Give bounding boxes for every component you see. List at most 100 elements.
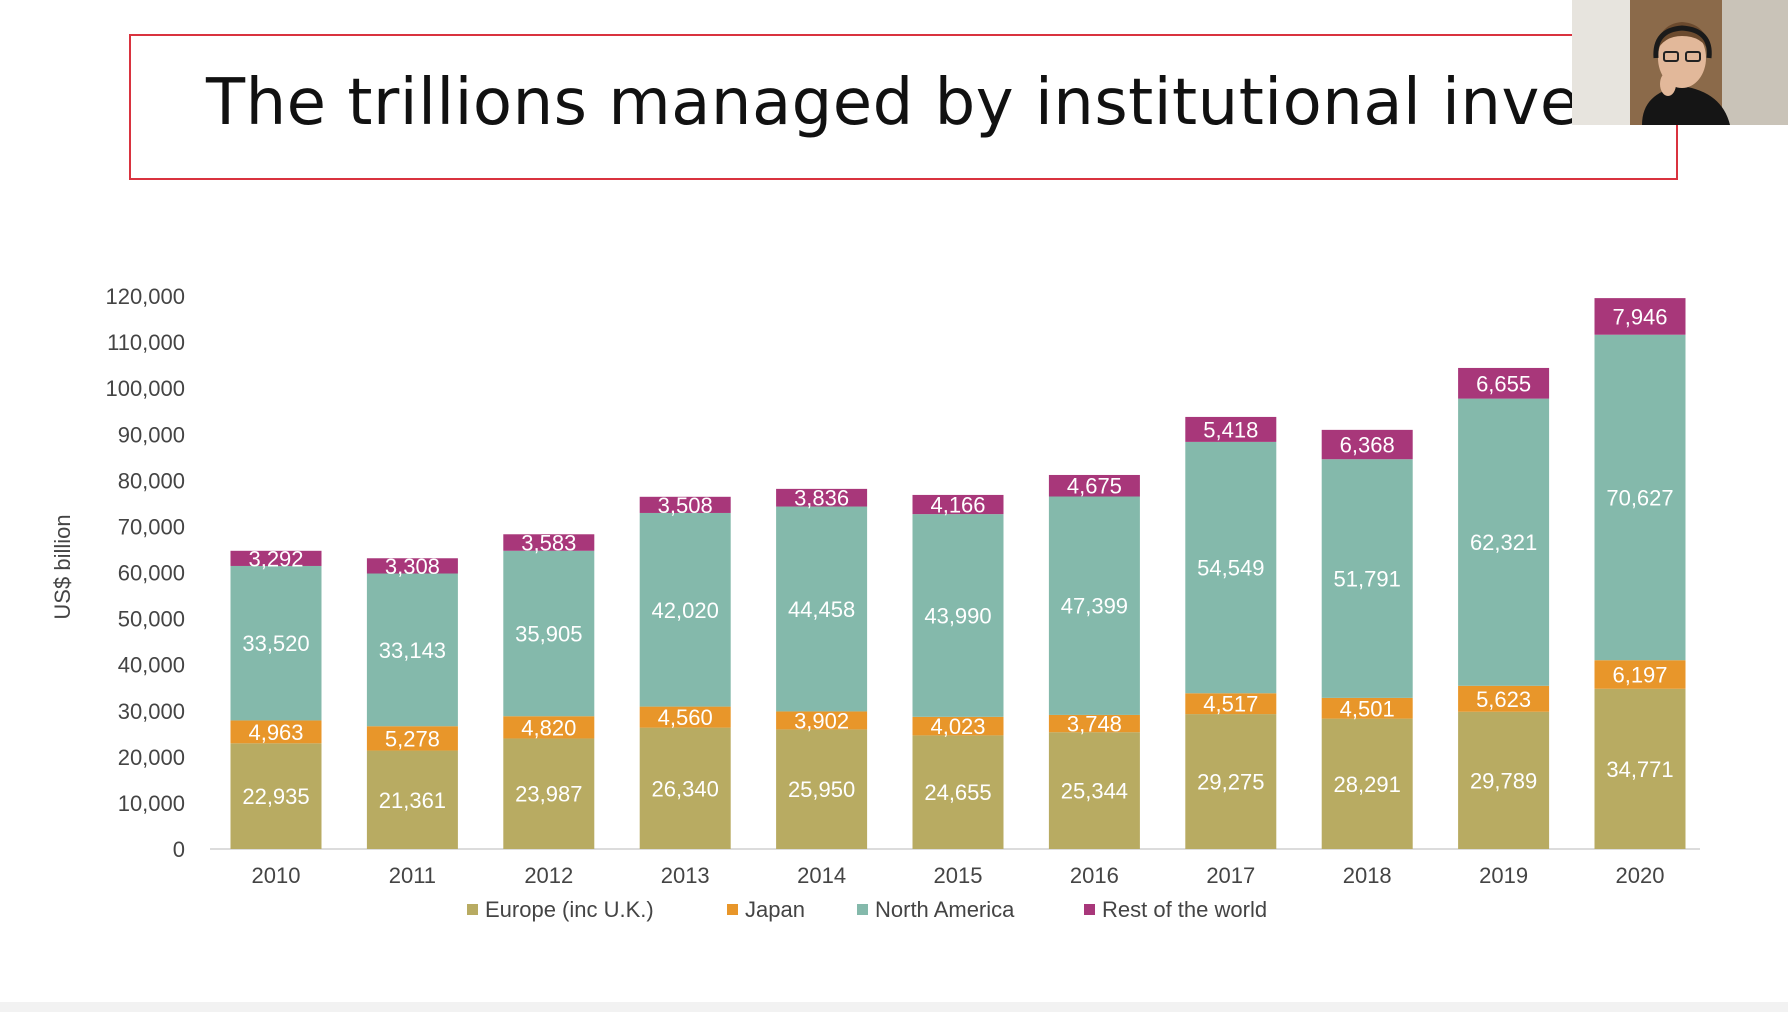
y-tick-label: 110,000 — [107, 330, 185, 355]
x-tick-label: 2015 — [934, 863, 983, 888]
y-tick-label: 0 — [173, 837, 185, 862]
bar-segment-north-america-2019 — [1458, 398, 1550, 686]
bar-segment-rest-of-the-world-2016 — [1048, 474, 1140, 497]
data-label: 28,291 — [1334, 772, 1401, 797]
data-label: 3,748 — [1067, 712, 1122, 737]
data-label: 3,292 — [248, 546, 303, 571]
bar-segment-europe-inc-u-k-2019 — [1458, 711, 1550, 849]
data-label: 21,361 — [379, 788, 446, 813]
bar-segment-europe-inc-u-k-2011 — [366, 750, 458, 849]
bar-segment-europe-inc-u-k-2010 — [230, 743, 322, 849]
bar-segment-north-america-2018 — [1321, 459, 1413, 698]
data-label: 54,549 — [1197, 556, 1264, 581]
bar-segment-rest-of-the-world-2011 — [366, 558, 458, 574]
bar-segment-rest-of-the-world-2012 — [503, 534, 595, 551]
bar-segment-north-america-2020 — [1594, 334, 1686, 661]
bar-segment-rest-of-the-world-2019 — [1458, 367, 1550, 399]
data-label: 47,399 — [1061, 594, 1128, 619]
axes: 0 10,000 20,000 30,000 40,000 50,000 60,000 70,… — [105, 284, 1700, 862]
bar-segment-north-america-2013 — [639, 512, 731, 707]
bar-segment-japan-2013 — [639, 706, 731, 728]
bar-segment-europe-inc-u-k-2020 — [1594, 688, 1686, 849]
data-label: 24,655 — [924, 780, 991, 805]
data-label: 42,020 — [652, 598, 719, 623]
slide-title: The trillions managed by institutional i… — [206, 66, 1740, 140]
presenter-video-thumbnail — [1572, 0, 1788, 125]
bar-segment-rest-of-the-world-2014 — [776, 488, 868, 507]
data-label: 6,197 — [1612, 662, 1667, 687]
legend-label: North America — [875, 897, 1015, 922]
data-label: 4,820 — [521, 715, 576, 740]
bar-segment-rest-of-the-world-2013 — [639, 496, 731, 513]
bottom-strip — [0, 1002, 1788, 1012]
x-tick-label: 2017 — [1206, 863, 1255, 888]
bar-segment-north-america-2012 — [503, 550, 595, 717]
x-tick-label: 2013 — [661, 863, 710, 888]
bar-segment-japan-2011 — [366, 726, 458, 751]
bar-segment-japan-2014 — [776, 711, 868, 730]
x-tick-label: 2016 — [1070, 863, 1119, 888]
data-label: 51,791 — [1334, 567, 1401, 592]
data-label: 4,675 — [1067, 474, 1122, 499]
y-tick-label: 80,000 — [118, 468, 185, 493]
x-tick-label: 2020 — [1616, 863, 1665, 888]
data-label: 29,789 — [1470, 768, 1537, 793]
x-tick-label: 2019 — [1479, 863, 1528, 888]
webcam-overlay — [1572, 0, 1788, 125]
bar-segment-north-america-2016 — [1048, 496, 1140, 715]
y-tick-label: 120,000 — [105, 284, 185, 309]
y-tick-label: 70,000 — [118, 514, 185, 539]
data-label: 3,308 — [385, 554, 440, 579]
legend-label: Rest of the world — [1102, 897, 1267, 922]
bar-segment-europe-inc-u-k-2018 — [1321, 718, 1413, 849]
bar-segment-japan-2012 — [503, 716, 595, 739]
bar-segment-rest-of-the-world-2018 — [1321, 429, 1413, 460]
x-tick-label: 2010 — [252, 863, 301, 888]
data-label: 25,950 — [788, 777, 855, 802]
bar-segment-rest-of-the-world-2020 — [1594, 298, 1686, 335]
y-tick-label: 60,000 — [118, 561, 185, 586]
y-tick-label: 30,000 — [118, 699, 185, 724]
bars — [230, 298, 1686, 849]
data-label: 3,508 — [658, 493, 713, 518]
data-label: 4,166 — [930, 493, 985, 518]
y-axis-label: US$ billion — [50, 514, 75, 619]
data-label: 4,023 — [930, 714, 985, 739]
data-label: 44,458 — [788, 597, 855, 622]
data-labels: 22,935 4,963 33,520 3,292 2010 21,361 5,278 33,… — [242, 304, 1673, 888]
bar-segment-europe-inc-u-k-2013 — [639, 727, 731, 849]
data-label: 6,655 — [1476, 371, 1531, 396]
data-label: 3,836 — [794, 486, 849, 511]
y-tick-label: 50,000 — [118, 607, 185, 632]
legend-label: Japan — [745, 897, 805, 922]
y-tick-label: 20,000 — [118, 745, 185, 770]
bar-segment-japan-2020 — [1594, 660, 1686, 689]
bar-segment-north-america-2017 — [1185, 441, 1277, 694]
data-label: 26,340 — [652, 776, 719, 801]
data-label: 4,560 — [658, 705, 713, 730]
data-label: 70,627 — [1606, 485, 1673, 510]
y-tick-label: 40,000 — [118, 653, 185, 678]
bar-segment-japan-2017 — [1185, 693, 1277, 715]
data-label: 43,990 — [924, 603, 991, 628]
y-tick-label: 90,000 — [118, 422, 185, 447]
x-tick-label: 2018 — [1343, 863, 1392, 888]
bar-segment-japan-2019 — [1458, 685, 1550, 712]
x-tick-label: 2012 — [524, 863, 573, 888]
data-label: 5,623 — [1476, 687, 1531, 712]
data-label: 22,935 — [242, 784, 309, 809]
data-label: 3,902 — [794, 708, 849, 733]
legend-swatch — [727, 904, 738, 915]
bar-segment-rest-of-the-world-2015 — [912, 494, 1004, 515]
data-label: 6,368 — [1340, 433, 1395, 458]
bar-segment-north-america-2010 — [230, 565, 322, 721]
bar-segment-europe-inc-u-k-2016 — [1048, 732, 1140, 849]
legend: Europe (inc U.K.) Japan North America Rest … — [467, 897, 1267, 922]
y-tick-label: 10,000 — [118, 791, 185, 816]
data-label: 3,583 — [521, 531, 576, 556]
data-label: 4,517 — [1203, 692, 1258, 717]
data-label: 5,278 — [385, 726, 440, 751]
data-label: 5,418 — [1203, 417, 1258, 442]
bar-segment-japan-2015 — [912, 716, 1004, 736]
